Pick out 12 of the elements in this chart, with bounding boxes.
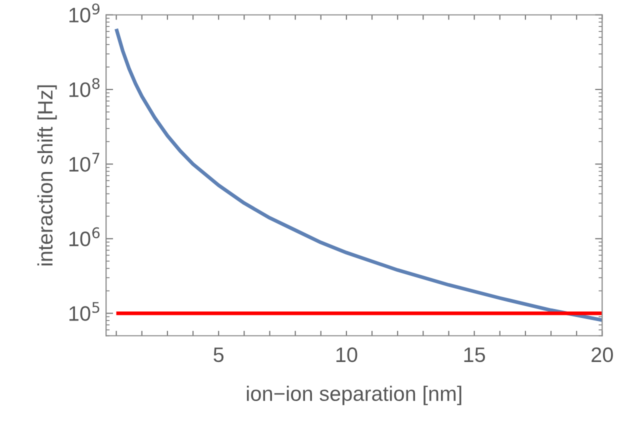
y-tick-label: 10$^{6}$ <box>69 227 100 246</box>
x-tick-label: 20 <box>592 347 613 362</box>
line-series <box>114 27 602 322</box>
y-tick-label: 10$^{5}$ <box>69 302 100 321</box>
y-tick-label: 10$^{7}$ <box>69 152 100 172</box>
x-tick-label: 5 <box>214 348 224 362</box>
x-axis-title: ion−ion separation [nm] <box>246 386 462 406</box>
x-tick-label: 10 <box>336 347 358 362</box>
x-tick-label: 15 <box>464 348 486 362</box>
y-tick-label: 10$^{8}$ <box>69 78 100 98</box>
y-tick-label: 10$^{9}$ <box>69 3 100 22</box>
y-axis-title: interaction shift [Hz] <box>37 85 57 266</box>
